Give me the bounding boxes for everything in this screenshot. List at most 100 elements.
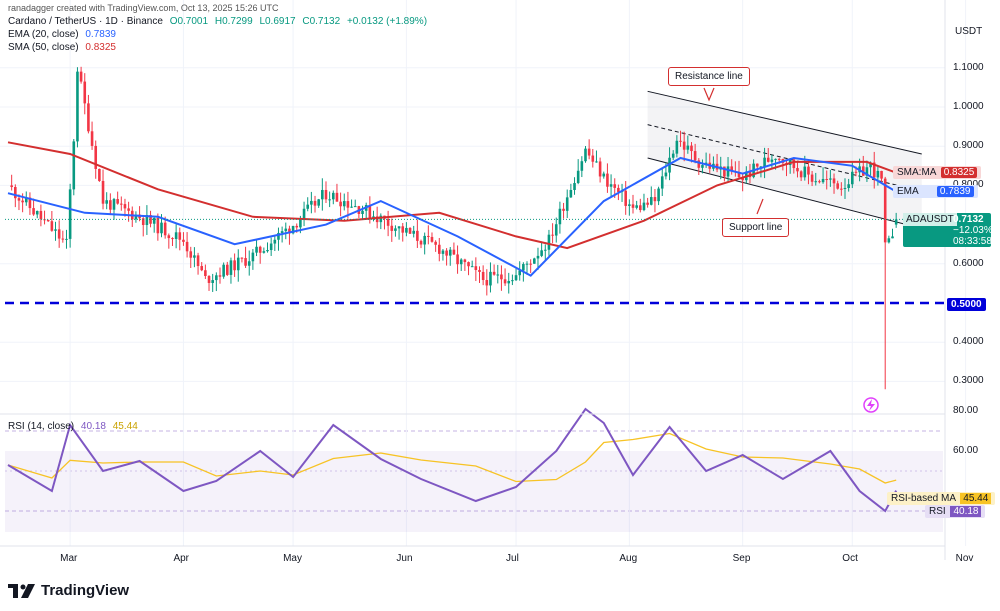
candle-body [851, 171, 854, 185]
candle-body [160, 222, 163, 234]
candle-body [178, 232, 182, 240]
candle-body [94, 145, 98, 169]
candle-body [492, 271, 496, 275]
month-tick: Jul [506, 553, 519, 564]
rsi-tick: 80.00 [953, 405, 979, 416]
candle-body [361, 210, 364, 214]
candle-body [397, 226, 401, 229]
candle-body [211, 280, 214, 283]
candle-body [215, 275, 218, 281]
candle-body [244, 258, 247, 266]
candle-body [171, 238, 174, 240]
candle-body [196, 255, 200, 267]
candle-body [98, 168, 101, 181]
symbol-title[interactable]: Cardano / TetherUS · 1D · Binance [8, 16, 163, 27]
month-tick: Oct [842, 553, 858, 564]
candle-body [587, 148, 591, 156]
support-pointer [756, 198, 764, 215]
tradingview-logo-icon [8, 583, 35, 598]
candle-body [430, 236, 434, 242]
candle-body [441, 250, 445, 254]
rsi-ma-line [7, 432, 897, 484]
level-price-tag: 0.5000 [947, 298, 986, 311]
sma-tag-label: SMA:MA [897, 167, 936, 178]
candle-body [770, 159, 774, 162]
candle-body [547, 234, 551, 250]
candle-body [182, 239, 185, 242]
candle-body [368, 205, 372, 218]
candle-body [207, 275, 211, 283]
candle-body [489, 271, 492, 286]
candle-body [507, 280, 511, 284]
candle-body [273, 239, 277, 244]
sma-legend[interactable]: SMA (50, close) 0.8325 [8, 42, 116, 53]
price-tick: 0.4000 [953, 336, 984, 348]
change-pct: −12.03% [953, 225, 993, 236]
candle-body [503, 279, 507, 284]
candle-body [405, 227, 408, 233]
price-tick: 0.6000 [953, 257, 984, 269]
ohlc-low: L0.6917 [259, 16, 296, 27]
candle-body [401, 226, 405, 233]
candle-body [288, 228, 291, 234]
candle-body [112, 199, 116, 210]
candle-body [840, 188, 843, 190]
flash-event-icon[interactable] [863, 397, 879, 413]
rsi-tag: RSI 40.18 [925, 505, 986, 518]
candle-body [408, 227, 412, 234]
candle-body [606, 173, 609, 187]
candle-body [697, 160, 701, 168]
ema-price-tag: EMA 0.7839 [893, 185, 978, 198]
candle-body [551, 234, 554, 236]
candlesticks [10, 66, 898, 390]
candle-body [247, 261, 251, 266]
rsi-tag-value: 40.18 [950, 506, 982, 517]
candle-body [116, 199, 119, 204]
candle-body [529, 263, 532, 265]
ema-legend[interactable]: EMA (20, close) 0.7839 [8, 29, 116, 40]
candle-body [679, 140, 682, 142]
candle-body [226, 264, 229, 275]
candle-body [481, 271, 485, 281]
candle-body [467, 262, 470, 267]
candle-body [485, 280, 489, 286]
candle-body [65, 238, 68, 240]
price-tick: 0.3000 [953, 375, 984, 387]
rsi-legend[interactable]: RSI (14, close) 40.18 45.44 [8, 421, 138, 432]
candle-body [558, 208, 562, 225]
creator-line: ranadagger created with TradingView.com,… [8, 3, 279, 13]
month-tick: May [283, 553, 302, 564]
candle-body [353, 206, 357, 208]
price-tick: 1.1000 [953, 61, 984, 73]
rsi-legend-label: RSI (14, close) [8, 421, 75, 432]
tradingview-logo[interactable]: TradingView [8, 582, 129, 599]
candle-body [774, 158, 777, 160]
candle-body [269, 243, 273, 251]
candle-body [525, 263, 529, 265]
candle-body [10, 185, 13, 188]
candle-body [613, 184, 617, 188]
candle-body [576, 170, 580, 184]
candle-body [642, 202, 646, 211]
candle-body [847, 184, 850, 188]
candle-body [255, 246, 258, 253]
candle-body [474, 266, 478, 271]
candle-body [339, 201, 342, 207]
ema-legend-label: EMA (20, close) [8, 29, 79, 40]
candle-body [277, 232, 280, 240]
candle-body [807, 166, 810, 175]
candle-body [737, 172, 741, 178]
candle-body [193, 255, 196, 258]
rsi-lines [7, 407, 898, 513]
sma-tag-value: 0.8325 [940, 167, 978, 178]
candle-body [324, 189, 328, 200]
candle-body [291, 225, 295, 234]
rsi-ma-legend-value: 45.44 [112, 421, 138, 432]
candle-body [511, 280, 514, 282]
candle-body [628, 204, 631, 206]
candle-body [635, 205, 638, 208]
candle-body [72, 141, 76, 190]
candle-body [321, 189, 324, 200]
candle-body [295, 225, 299, 228]
month-tick: Apr [173, 553, 189, 564]
